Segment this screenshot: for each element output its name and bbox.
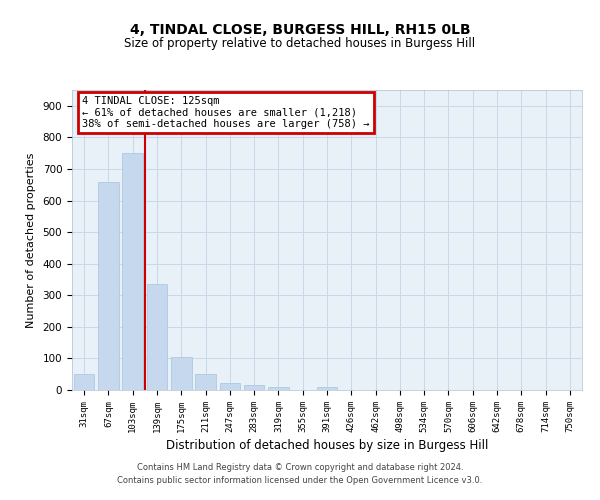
Text: 4 TINDAL CLOSE: 125sqm
← 61% of detached houses are smaller (1,218)
38% of semi-: 4 TINDAL CLOSE: 125sqm ← 61% of detached… [82,96,370,129]
X-axis label: Distribution of detached houses by size in Burgess Hill: Distribution of detached houses by size … [166,439,488,452]
Y-axis label: Number of detached properties: Number of detached properties [26,152,36,328]
Bar [244,386,265,390]
Text: 4, TINDAL CLOSE, BURGESS HILL, RH15 0LB: 4, TINDAL CLOSE, BURGESS HILL, RH15 0LB [130,22,470,36]
Text: Contains HM Land Registry data © Crown copyright and database right 2024.: Contains HM Land Registry data © Crown c… [137,464,463,472]
Bar [317,387,337,390]
Bar [74,374,94,390]
Bar [268,387,289,390]
Bar [146,284,167,390]
Bar [195,374,216,390]
Text: Contains public sector information licensed under the Open Government Licence v3: Contains public sector information licen… [118,476,482,485]
Bar [98,182,119,390]
Bar [171,357,191,390]
Bar [220,383,240,390]
Text: Size of property relative to detached houses in Burgess Hill: Size of property relative to detached ho… [124,38,476,51]
Bar [122,153,143,390]
